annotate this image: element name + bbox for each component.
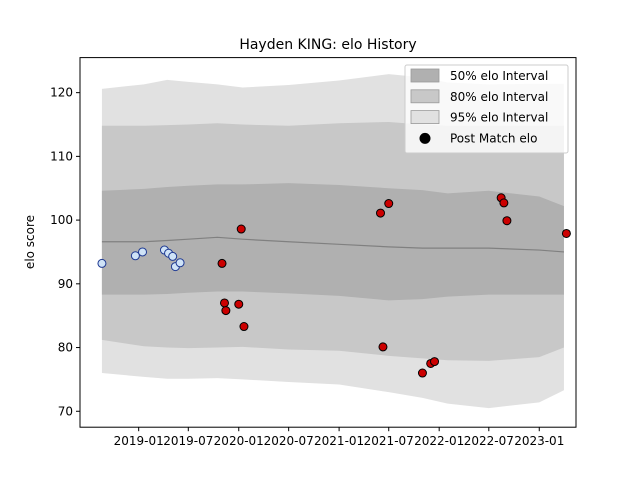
pre-match-point [175, 258, 185, 268]
band-50-interval [101, 183, 564, 301]
legend-label: 50% elo Interval [450, 69, 548, 83]
x-tick-label: 2020-01 [214, 434, 264, 448]
post-match-point [502, 216, 512, 226]
post-match-point [236, 224, 246, 234]
post-match-point [384, 199, 394, 209]
post-match-point [234, 299, 244, 309]
post-match-point [561, 228, 571, 238]
mean-elo-line [101, 236, 564, 253]
y-tick-label: 100 [50, 213, 73, 227]
legend-box [404, 64, 569, 154]
x-tick-label: 2022-01 [414, 434, 464, 448]
legend-band-swatch [410, 110, 440, 124]
x-tick-label: 2019-07 [163, 434, 213, 448]
x-tick-label: 2022-07 [464, 434, 514, 448]
legend-band-swatch [410, 89, 440, 104]
post-match-point [499, 198, 509, 208]
chart-title: Hayden KING: elo History [239, 37, 416, 53]
post-match-point [239, 322, 249, 332]
y-tick-label: 110 [50, 149, 73, 163]
legend-band-swatch [410, 68, 440, 83]
legend-label: 80% elo Interval [450, 90, 548, 104]
legend: 50% elo Interval 80% elo Interval 95% elo … [404, 64, 569, 154]
post-match-point [219, 298, 229, 308]
y-tick-label: 80 [58, 341, 73, 355]
interval-bands [101, 74, 564, 409]
x-tick-label: 2020-07 [264, 434, 314, 448]
x-tick-label: 2019-01 [114, 434, 164, 448]
x-axis-ticks: 2019-01 2019-07 2020-01 2020-07 2021-01 2021-… [114, 427, 564, 448]
plot-frame [79, 57, 577, 428]
pre-match-point [168, 251, 178, 261]
match-points [97, 193, 571, 378]
post-match-point [430, 357, 440, 367]
y-axis-ticks: 70 80 90 100 110 120 [50, 86, 80, 418]
x-tick-label: 2023-01 [514, 434, 564, 448]
pre-match-point [138, 247, 148, 257]
legend-point-swatch [419, 132, 431, 144]
post-match-point [376, 208, 386, 218]
post-match-point [217, 258, 227, 268]
legend-label: Post Match elo [450, 131, 537, 145]
post-match-point [417, 368, 427, 378]
pre-match-point [130, 251, 140, 261]
post-match-point [378, 342, 388, 352]
x-tick-label: 2021-01 [314, 434, 364, 448]
y-axis-label: elo score [23, 215, 37, 269]
legend-label: 95% elo Interval [450, 111, 548, 125]
pre-match-point [97, 258, 107, 268]
x-tick-label: 2021-07 [364, 434, 414, 448]
post-match-point [221, 306, 231, 316]
y-tick-label: 120 [50, 86, 73, 100]
y-tick-label: 70 [58, 404, 73, 418]
y-tick-label: 90 [58, 277, 73, 291]
